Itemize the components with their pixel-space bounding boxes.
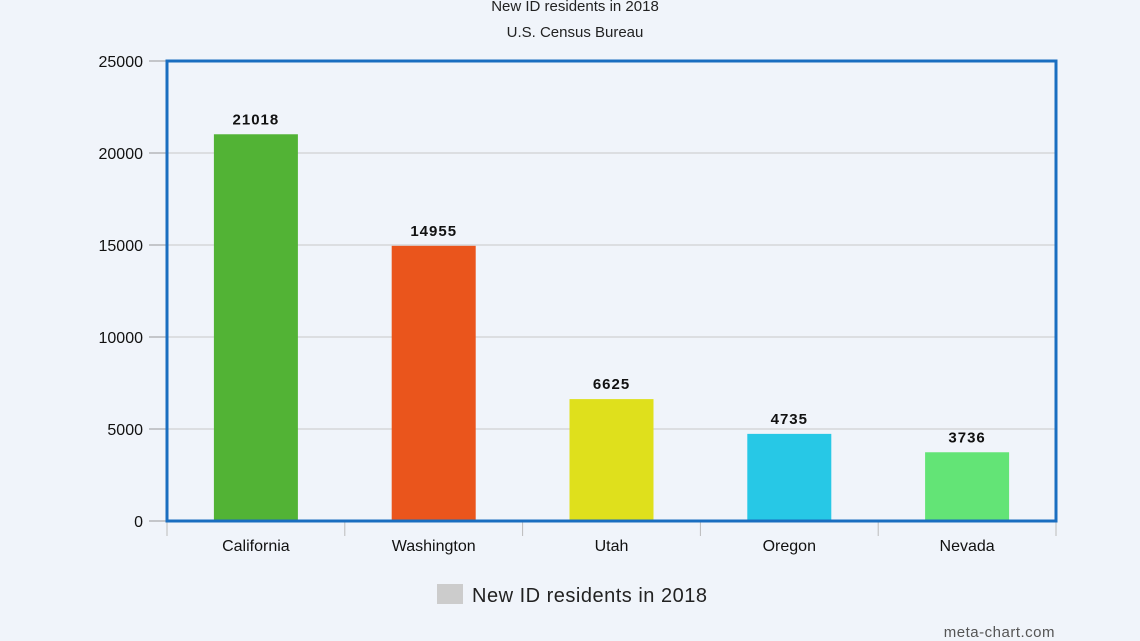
data-label-utah: 6625 <box>593 376 630 393</box>
y-tick-label: 5000 <box>107 422 143 439</box>
x-tick-label-oregon: Oregon <box>763 538 816 555</box>
chart-title: New ID residents in 2018 <box>491 0 659 15</box>
bar-oregon[interactable] <box>747 433 832 521</box>
y-tick-label: 10000 <box>99 330 144 347</box>
y-axis-ticks: 0 5000 10000 15000 20000 25000 <box>99 54 167 531</box>
data-label-washington: 14955 <box>410 223 457 240</box>
x-tick-label-utah: Utah <box>595 538 629 555</box>
watermark: meta-chart.com <box>944 624 1055 641</box>
bar-nevada[interactable] <box>925 452 1010 521</box>
bar-washington[interactable] <box>391 245 476 521</box>
y-tick-label: 0 <box>134 514 143 531</box>
data-label-california: 21018 <box>233 111 280 128</box>
bar-utah[interactable] <box>569 399 654 521</box>
legend[interactable]: New ID residents in 2018 <box>437 584 707 607</box>
x-tick-label-nevada: Nevada <box>940 538 995 555</box>
legend-swatch[interactable] <box>437 584 463 604</box>
x-tick-label-washington: Washington <box>392 538 476 555</box>
x-tick-label-california: California <box>222 538 290 555</box>
chart-subtitle: U.S. Census Bureau <box>507 24 644 41</box>
data-labels: 21018 14955 6625 4735 3736 <box>233 111 985 446</box>
bar-california[interactable] <box>213 134 298 521</box>
legend-label[interactable]: New ID residents in 2018 <box>472 585 707 607</box>
data-label-oregon: 4735 <box>771 411 808 428</box>
y-tick-label: 20000 <box>99 146 144 163</box>
plot-frame <box>165 59 1058 523</box>
data-label-nevada: 3736 <box>948 429 985 446</box>
y-tick-label: 15000 <box>99 238 144 255</box>
y-tick-label: 25000 <box>99 54 144 71</box>
x-axis-ticks: California Washington Utah Oregon Nevada <box>166 521 1057 555</box>
bars <box>213 134 1010 521</box>
